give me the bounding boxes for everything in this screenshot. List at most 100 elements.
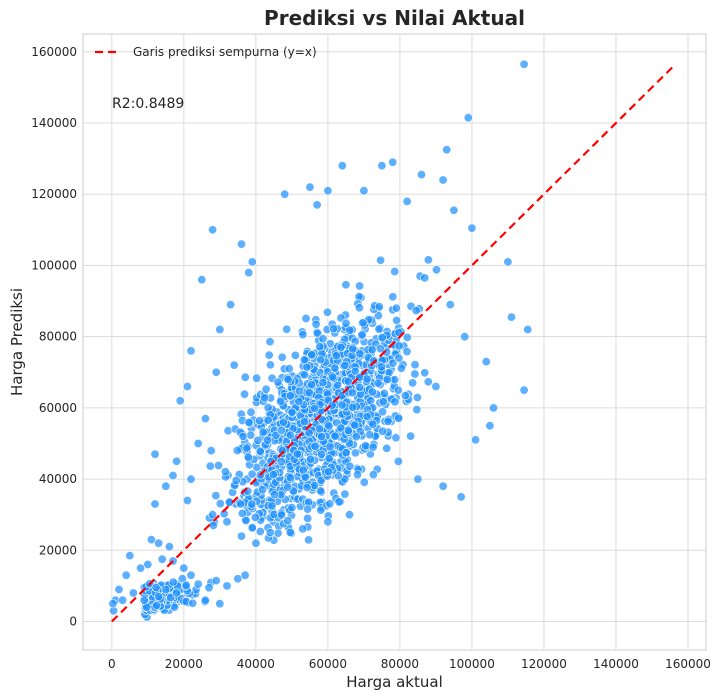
data-point [118,595,128,605]
data-point [273,377,283,387]
data-point [261,384,271,394]
y-tick-label: 80000 [39,330,77,344]
data-point [229,360,239,370]
data-point [247,469,257,479]
x-tick-label: 60000 [309,657,347,671]
data-point [193,579,203,589]
data-point [188,598,198,608]
data-point [431,265,441,275]
data-point [394,353,404,363]
data-point [350,448,360,458]
data-point [438,175,448,185]
data-point [193,438,203,448]
data-point [237,239,247,249]
data-point [278,417,288,427]
data-point [186,474,196,484]
data-point [368,442,378,452]
data-point [236,499,246,509]
data-point [302,482,312,492]
data-point [240,372,250,382]
data-point [402,332,412,342]
data-point [215,499,225,509]
data-point [470,435,480,445]
data-point [316,355,326,365]
data-point [408,378,418,388]
data-point [351,432,361,442]
data-point [503,257,513,267]
data-point [334,497,344,507]
data-point [226,300,236,310]
data-point [367,345,377,355]
data-point [354,303,364,313]
data-point [208,225,218,235]
data-point [345,461,355,471]
data-point [307,380,317,390]
data-point [324,454,334,464]
data-point [416,170,426,180]
data-point [208,510,218,520]
data-point [382,374,392,384]
data-point [309,480,319,490]
data-point [402,347,412,357]
y-tick-label: 120000 [31,187,77,201]
data-point [255,446,265,456]
data-point [237,531,247,541]
data-point [406,431,416,441]
data-point [388,358,398,368]
y-axis-label: Harga Prediksi [8,288,26,396]
data-point [423,377,433,387]
data-point [396,363,406,373]
data-point [255,526,265,536]
data-point [211,491,221,501]
data-point [172,456,182,466]
data-point [315,342,325,352]
data-point [325,499,335,509]
data-point [343,425,353,435]
r2-annotation: R2:0.8489 [112,96,184,112]
data-point [247,523,257,533]
data-point [337,400,347,410]
data-point [294,396,304,406]
y-tick-label: 140000 [31,116,77,130]
data-point [333,471,343,481]
data-point [327,400,337,410]
data-point [310,441,320,451]
data-point [179,563,189,573]
data-point [299,417,309,427]
data-point [359,477,369,487]
data-point [215,324,225,334]
data-point [377,161,387,171]
data-point [348,402,358,412]
data-point [374,302,384,312]
legend-label: Garis prediksi sempurna (y=x) [133,45,317,59]
data-point [420,273,430,283]
data-point [336,342,346,352]
data-point [232,445,242,455]
data-point [285,430,295,440]
data-point [323,517,333,527]
reference-line [111,65,675,623]
data-point [300,370,310,380]
data-point [200,414,210,424]
data-point [285,391,295,401]
data-point [315,424,325,434]
data-point [523,324,533,334]
data-point [284,364,294,374]
data-point [350,366,360,376]
data-point [211,576,221,586]
data-point [251,538,261,548]
data-point [182,381,192,391]
data-point [304,535,314,545]
data-point [175,396,185,406]
data-point [431,381,441,391]
data-point [164,542,174,552]
data-point [456,492,466,502]
data-point [323,467,333,477]
data-point [242,443,252,453]
data-point [238,431,248,441]
data-point [362,374,372,384]
legend: Garis prediksi sempurna (y=x) [95,45,317,59]
y-tick-label: 20000 [39,543,77,557]
data-point [341,448,351,458]
